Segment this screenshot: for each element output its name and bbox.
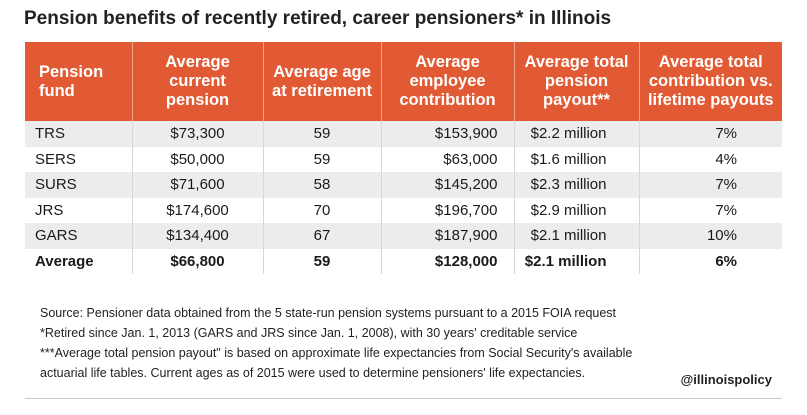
table-row: JRS $174,600 70 $196,700 $2.9 million 7% [25,197,782,223]
table-row: SURS $71,600 58 $145,200 $2.3 million 7% [25,172,782,198]
table-cell: 10% [638,223,782,249]
table-cell: 4% [638,146,782,172]
footnotes: Source: Pensioner data obtained from the… [40,303,680,383]
table-row: SERS $50,000 59 $63,000 $1.6 million 4% [25,146,782,172]
table-cell: 6% [638,248,782,274]
column-header: Pension fund [25,42,132,121]
table-row: TRS $73,300 59 $153,900 $2.2 million 7% [25,121,782,147]
pension-table: Pension fund Average current pension Ave… [25,42,782,274]
table-cell: $174,600 [131,197,263,223]
table-cell: TRS [25,121,132,147]
source-note: Source: Pensioner data obtained from the… [40,306,617,320]
table-cell: 7% [638,197,782,223]
chart-title: Pension benefits of recently retired, ca… [24,8,612,29]
table-cell: $73,300 [131,121,263,147]
column-header: Average total pension payout** [513,42,639,121]
table-cell: $1.6 million [513,146,639,172]
pension-table-container: Pension fund Average current pension Ave… [25,42,782,274]
average-row: Average $66,800 59 $128,000 $2.1 million… [25,248,782,274]
table-cell: 59 [262,146,381,172]
table-cell: $134,400 [131,223,263,249]
table-cell: GARS [25,223,132,249]
social-handle: @illinoispolicy [680,372,772,387]
table-cell: $153,900 [380,121,514,147]
table-cell: $128,000 [380,248,514,274]
table-cell: $2.1 million [513,248,639,274]
table-cell: $2.1 million [513,223,639,249]
table-cell: 70 [262,197,381,223]
table-cell: $2.2 million [513,121,639,147]
table-cell: 59 [262,248,381,274]
table-cell: 7% [638,121,782,147]
table-cell: $145,200 [380,172,514,198]
column-header: Average total contribution vs. lifetime … [638,42,782,121]
footnote: *Retired since Jan. 1, 2013 (GARS and JR… [40,326,578,340]
header-row: Pension fund Average current pension Ave… [25,42,782,121]
footnote: ***Average total pension payout" is base… [40,346,633,360]
bottom-divider [25,398,782,399]
table-cell: 59 [262,121,381,147]
table-cell: $66,800 [131,248,263,274]
footnote: actuarial life tables. Current ages as o… [40,366,586,380]
column-header: Average current pension [131,42,263,121]
table-cell: SURS [25,172,132,198]
column-header: Average employee contribution [380,42,514,121]
table-cell: 58 [262,172,381,198]
table-cell: $187,900 [380,223,514,249]
table-cell: $71,600 [131,172,263,198]
table-cell: 7% [638,172,782,198]
table-cell: 67 [262,223,381,249]
table-cell: $50,000 [131,146,263,172]
column-header: Average age at retirement [262,42,381,121]
table-cell: $2.9 million [513,197,639,223]
table-cell: JRS [25,197,132,223]
table-cell: $63,000 [380,146,514,172]
table-cell: Average [25,248,132,274]
table-cell: SERS [25,146,132,172]
table-row: GARS $134,400 67 $187,900 $2.1 million 1… [25,223,782,249]
table-cell: $2.3 million [513,172,639,198]
table-cell: $196,700 [380,197,514,223]
